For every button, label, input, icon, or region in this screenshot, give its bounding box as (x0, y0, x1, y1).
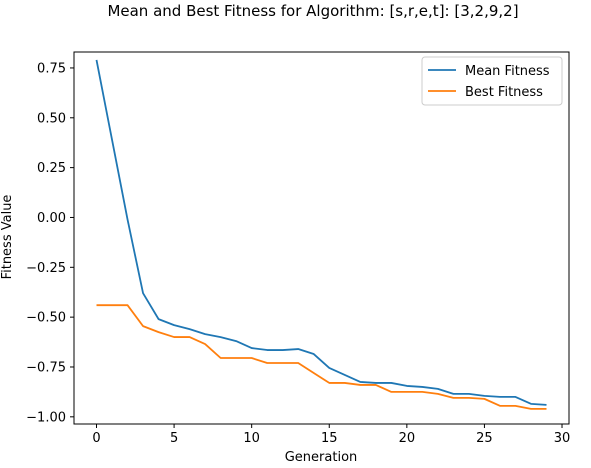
y-tick-label: 0.00 (37, 211, 66, 226)
legend-label: Best Fitness (465, 85, 543, 100)
series-line-mean-fitness (95, 59, 547, 406)
x-axis-label: Generation (285, 450, 358, 464)
x-tick-label: 20 (399, 431, 416, 446)
series-line-best-fitness (96, 304, 547, 410)
legend-box (421, 56, 563, 106)
y-tick-label: 0.50 (37, 111, 66, 126)
y-tick-label: −1.00 (26, 410, 66, 425)
y-tick-label: 0.25 (37, 161, 66, 176)
x-tick-label: 10 (243, 431, 260, 446)
chart-title: Mean and Best Fitness for Algorithm: [s,… (107, 2, 518, 20)
y-tick-label: 0.75 (37, 61, 66, 76)
x-tick-label: 25 (476, 431, 493, 446)
plot-area: 0 5 10 15 20 25 30 0.75 0.50 0.25 0.00 −0.25 −0.50 −0… (26, 51, 571, 446)
y-axis-label: Fitness Value (0, 195, 15, 280)
x-tick-label: 15 (321, 431, 338, 446)
x-tick-label: 0 (92, 431, 100, 446)
legend-label: Mean Fitness (465, 64, 550, 79)
x-tick-label: 30 (554, 431, 571, 446)
y-tick-label: −0.50 (26, 311, 66, 326)
axes-frame (73, 51, 570, 425)
y-tick-label: −0.75 (26, 360, 66, 375)
y-tick-label: −0.25 (26, 261, 66, 276)
x-tick-label: 5 (170, 431, 178, 446)
